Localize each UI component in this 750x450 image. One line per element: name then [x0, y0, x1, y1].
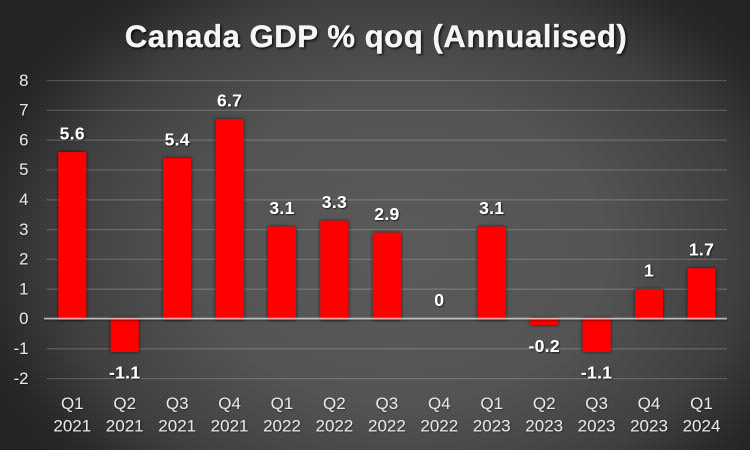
svg-text:6: 6 — [19, 130, 28, 149]
svg-text:Q3: Q3 — [376, 394, 399, 413]
svg-text:-0.2: -0.2 — [529, 336, 560, 356]
svg-text:6.7: 6.7 — [217, 91, 242, 111]
svg-text:Q4: Q4 — [428, 394, 451, 413]
svg-text:Q1: Q1 — [271, 394, 294, 413]
svg-text:0: 0 — [19, 309, 28, 328]
svg-text:1: 1 — [19, 279, 28, 298]
svg-text:Q3: Q3 — [585, 394, 608, 413]
svg-text:2024: 2024 — [683, 417, 721, 436]
svg-text:-1.1: -1.1 — [109, 363, 140, 383]
svg-text:2021: 2021 — [53, 417, 91, 436]
svg-text:Q4: Q4 — [638, 394, 661, 413]
svg-text:2023: 2023 — [525, 417, 563, 436]
svg-text:3: 3 — [19, 220, 28, 239]
svg-text:Q2: Q2 — [113, 394, 136, 413]
svg-text:2022: 2022 — [368, 417, 406, 436]
svg-text:2023: 2023 — [578, 417, 616, 436]
svg-text:Q1: Q1 — [480, 394, 503, 413]
svg-text:5.4: 5.4 — [165, 129, 190, 149]
svg-text:2021: 2021 — [158, 417, 196, 436]
svg-text:2022: 2022 — [263, 417, 301, 436]
svg-text:4: 4 — [19, 190, 28, 209]
svg-text:0: 0 — [434, 290, 444, 310]
svg-text:Q2: Q2 — [533, 394, 556, 413]
svg-text:1.7: 1.7 — [689, 240, 714, 260]
svg-text:2023: 2023 — [473, 417, 511, 436]
svg-text:1: 1 — [644, 260, 654, 280]
svg-text:2: 2 — [19, 250, 28, 269]
svg-text:Q4: Q4 — [218, 394, 241, 413]
svg-text:Q3: Q3 — [166, 394, 189, 413]
svg-text:Q1: Q1 — [61, 394, 84, 413]
svg-text:Canada GDP % qoq (Annualised): Canada GDP % qoq (Annualised) — [125, 19, 628, 54]
svg-text:2021: 2021 — [211, 417, 249, 436]
svg-text:8: 8 — [19, 71, 28, 90]
svg-text:Q2: Q2 — [323, 394, 346, 413]
svg-text:2022: 2022 — [315, 417, 353, 436]
svg-text:-1.1: -1.1 — [581, 363, 612, 383]
svg-text:Q1: Q1 — [690, 394, 713, 413]
svg-text:2021: 2021 — [106, 417, 144, 436]
svg-text:3.3: 3.3 — [322, 192, 347, 212]
svg-text:3.1: 3.1 — [479, 198, 504, 218]
svg-text:2023: 2023 — [630, 417, 668, 436]
svg-text:2022: 2022 — [420, 417, 458, 436]
svg-text:2.9: 2.9 — [374, 204, 399, 224]
svg-text:3.1: 3.1 — [269, 198, 294, 218]
svg-text:-1: -1 — [14, 339, 29, 358]
svg-text:-2: -2 — [14, 369, 29, 388]
svg-text:7: 7 — [19, 101, 28, 120]
svg-text:5: 5 — [19, 160, 28, 179]
svg-text:5.6: 5.6 — [60, 123, 85, 143]
